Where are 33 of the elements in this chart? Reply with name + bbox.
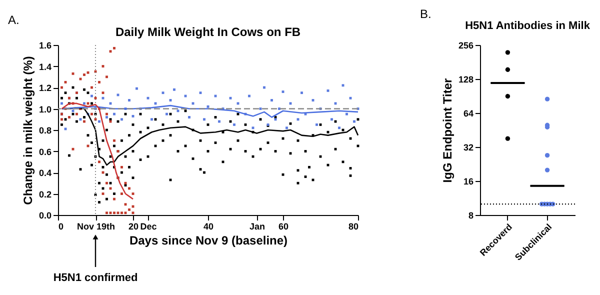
y-tick-label: 8 [468,210,474,220]
x-tick-label: 20 [128,222,139,232]
chart-title: Daily Milk Weight In Cows on FB [115,25,301,39]
y-tick-label: 16 [463,176,474,186]
x-axis-title: Days since Nov 9 (baseline) [129,234,288,248]
y-tick-label: 128 [458,74,474,84]
y-tick-label: 1.6 [38,40,52,50]
x-tick-label: Dec [140,222,157,232]
y-tick-label: 0.0 [38,210,52,220]
annotation: H5N1 confirmed [53,272,138,284]
x-tick-label: Nov 19th [76,222,116,232]
text: A. [8,13,20,27]
x-tick-label: 0 [58,222,64,232]
y-tick-label: 0.2 [38,189,52,200]
y-tick-label: 0.4 [38,168,52,178]
line-series [61,104,359,118]
line-series [61,102,134,200]
y-tick-label: 32 [463,142,474,152]
y-tick-label: 0.6 [38,146,52,157]
y-tick-label: 0.8 [38,126,52,136]
y-tick-label: 256 [458,40,474,50]
y-tick-label: 64 [463,108,474,118]
y-tick-label: 1.4 [38,62,52,72]
x-tick-label: 40 [203,222,214,232]
x-tick-label: Jan [249,222,266,232]
chart-title: H5N1 Antibodies in Milk [465,20,591,32]
x-tick-label: 60 [278,222,289,232]
y-tick-label: 1.0 [38,104,52,114]
y-axis-title: Change in milk weight (%) [20,56,35,205]
y-tick-label: 1.2 [38,83,52,93]
text: B. [420,7,432,21]
y-axis-title: IgG Endpoint Titer [440,78,454,183]
x-tick-label: 80 [348,222,358,232]
